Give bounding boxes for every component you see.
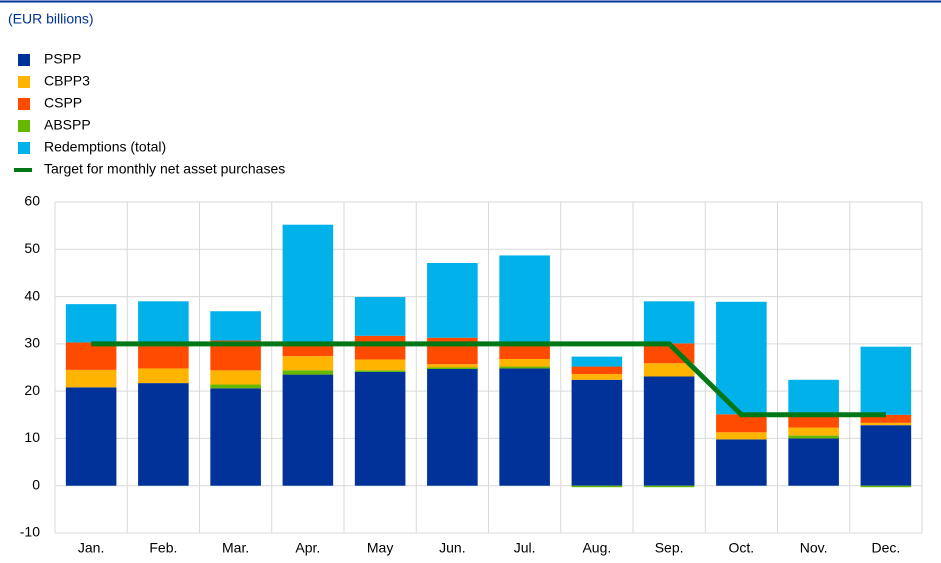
bar-segment <box>282 374 334 486</box>
bar-segment <box>354 371 406 486</box>
bar-segment <box>788 427 839 436</box>
bar-segment <box>65 369 117 388</box>
legend-label: CSPP <box>44 95 82 111</box>
legend-swatch <box>18 98 30 110</box>
legend-swatch <box>18 76 30 88</box>
bar-segment <box>282 370 334 375</box>
bar-segment <box>499 255 550 345</box>
bar-segment <box>499 368 550 486</box>
bar-segment <box>427 367 478 369</box>
bar-segment <box>354 297 406 336</box>
legend-swatch <box>18 120 30 132</box>
target-line <box>91 341 886 418</box>
bar-segment <box>571 366 623 375</box>
bar-segment <box>210 370 261 385</box>
legend-swatch <box>18 54 30 66</box>
bar-segment <box>427 364 478 368</box>
bar-segment <box>282 345 334 357</box>
bar-segment <box>788 379 839 417</box>
bar-segment <box>499 366 550 369</box>
x-tick-label: Apr. <box>295 540 320 556</box>
bar-segment <box>860 414 912 423</box>
y-tick-label: 0 <box>32 476 40 492</box>
bar-segment <box>138 301 189 347</box>
bar-segment <box>65 304 117 343</box>
x-tick-label: Jul. <box>514 540 536 556</box>
x-tick-label: Jun. <box>439 540 465 556</box>
bar-segment <box>860 346 912 415</box>
legend-label: Redemptions (total) <box>44 139 166 155</box>
legend-label: PSPP <box>44 51 81 67</box>
bar-segment <box>716 432 767 440</box>
bar-segment <box>571 356 623 367</box>
x-tick-label: Feb. <box>149 540 177 556</box>
bar-segment <box>788 438 839 486</box>
y-tick-label: 10 <box>24 429 40 445</box>
x-tick-label: May <box>367 540 393 556</box>
bar-segment <box>499 358 550 367</box>
bar-segment <box>860 422 912 426</box>
bar-segment <box>138 368 189 384</box>
bar-segment <box>788 416 839 428</box>
bar-segment <box>210 384 261 389</box>
legend-label: ABSPP <box>44 117 91 133</box>
bar-segment <box>643 376 695 486</box>
legend-label: CBPP3 <box>44 73 90 89</box>
bar-segment <box>860 425 912 486</box>
x-tick-label: Nov. <box>800 540 828 556</box>
bar-segment <box>354 359 406 371</box>
bar-segment <box>354 370 406 372</box>
y-tick-label: 30 <box>24 335 40 351</box>
x-tick-label: Oct. <box>729 540 755 556</box>
bar-segment <box>571 379 623 486</box>
bar-segment <box>65 342 117 370</box>
bar-segment <box>354 335 406 360</box>
legend-label: Target for monthly net asset purchases <box>44 161 285 177</box>
bar-segment <box>860 485 912 488</box>
bar-segment <box>210 311 261 341</box>
bar-segment <box>282 356 334 371</box>
bar-segment <box>427 262 478 338</box>
y-tick-label: 60 <box>24 193 40 209</box>
x-tick-label: Sep. <box>655 540 684 556</box>
chart-subtitle: (EUR billions) <box>8 11 94 27</box>
bar-segment <box>138 383 189 486</box>
y-tick-label: 50 <box>24 240 40 256</box>
bar-segment <box>643 485 695 488</box>
bar-segment <box>716 414 767 433</box>
bar-segment <box>571 485 623 488</box>
bar-segment <box>210 388 261 486</box>
y-tick-label: -10 <box>20 524 40 540</box>
bar-segment <box>65 387 117 486</box>
bar-segment <box>643 363 695 377</box>
bar-segment <box>571 374 623 380</box>
y-tick-label: 40 <box>24 287 40 303</box>
legend-swatch <box>14 168 32 172</box>
legend-swatch <box>18 142 30 154</box>
x-tick-label: Mar. <box>222 540 249 556</box>
x-tick-label: Dec. <box>871 540 900 556</box>
bar-segment <box>716 439 767 486</box>
bar-segment <box>138 346 189 369</box>
bar-segment <box>788 435 839 439</box>
x-tick-label: Jan. <box>78 540 104 556</box>
bar-segment <box>282 224 334 346</box>
bar-segment <box>643 301 695 344</box>
bar-segment <box>427 368 478 486</box>
x-tick-label: Aug. <box>582 540 611 556</box>
y-tick-label: 20 <box>24 382 40 398</box>
bar-segment <box>499 344 550 359</box>
